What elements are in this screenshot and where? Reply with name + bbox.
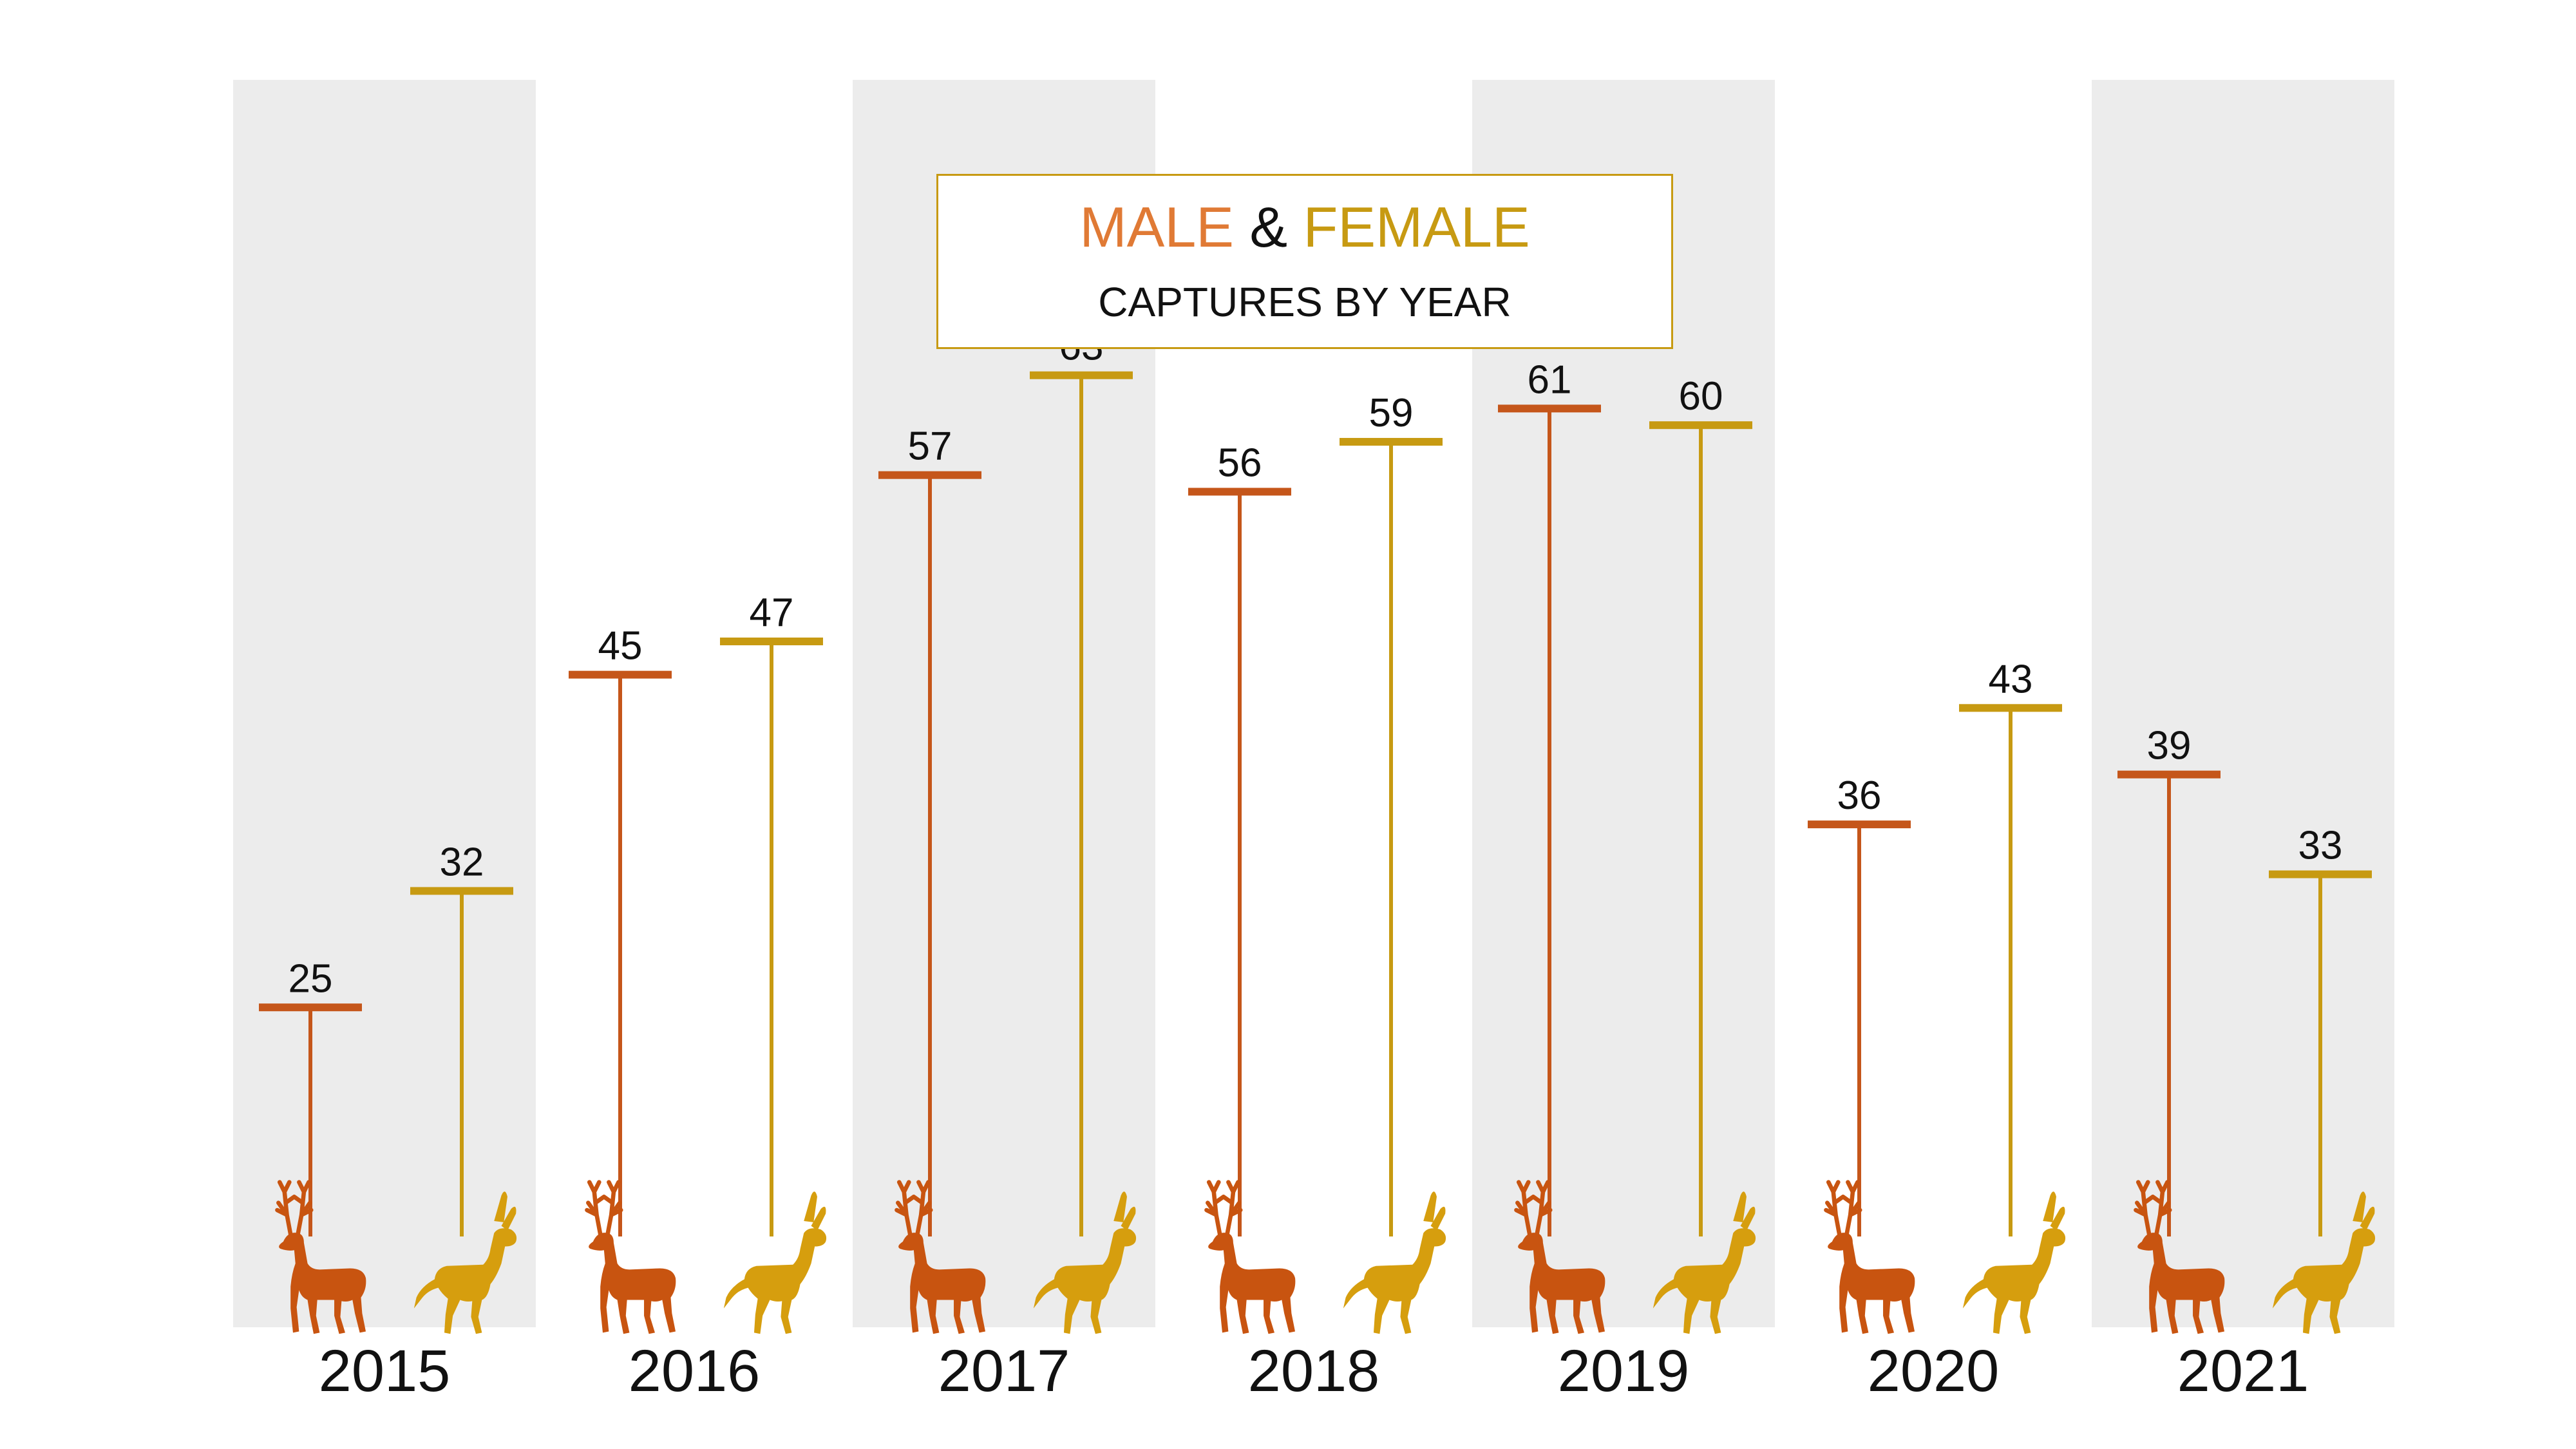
doe-icon-2020	[1962, 1191, 2066, 1334]
year-label-2017: 2017	[938, 1338, 1070, 1404]
year-label-2018: 2018	[1248, 1338, 1380, 1404]
cap-female-2020	[1959, 704, 2062, 712]
value-label-male-2020: 36	[1837, 773, 1882, 818]
chart-title: MALE & FEMALE	[938, 195, 1671, 260]
cap-male-2017	[878, 471, 981, 479]
stag-icon-2018	[1206, 1182, 1295, 1334]
title-box: MALE & FEMALE CAPTURES BY YEAR	[936, 174, 1673, 349]
band-2021	[2092, 80, 2394, 1327]
year-label-2016: 2016	[629, 1338, 761, 1404]
value-label-male-2018: 56	[1218, 441, 1262, 486]
year-label-2020: 2020	[1868, 1338, 2000, 1404]
value-label-female-2021: 33	[2298, 824, 2343, 868]
value-label-female-2015: 32	[440, 840, 484, 884]
stag-icon-2016	[587, 1182, 676, 1334]
cap-female-2019	[1649, 421, 1752, 430]
doe-icon-2018	[1343, 1191, 1446, 1334]
year-label-2015: 2015	[319, 1338, 451, 1404]
value-label-male-2016: 45	[598, 624, 643, 668]
cap-male-2018	[1188, 488, 1291, 496]
chart-subtitle: CAPTURES BY YEAR	[1098, 279, 1511, 325]
data-labels: 2532454757635659616036433933	[289, 325, 2343, 1001]
value-label-female-2016: 47	[750, 591, 794, 635]
doe-icon-2016	[723, 1191, 827, 1334]
cap-male-2021	[2117, 770, 2221, 779]
band-2015	[233, 80, 536, 1327]
cap-male-2016	[569, 670, 672, 679]
stag-icon-2020	[1826, 1182, 1915, 1334]
year-labels: 2015 2016 2017 2018 2019 2020 2021	[319, 1338, 2309, 1404]
deer-icons	[277, 1182, 2376, 1334]
value-label-female-2019: 60	[1679, 374, 1723, 419]
cap-male-2020	[1808, 820, 1911, 829]
cap-male-2019	[1498, 404, 1601, 413]
year-label-2021: 2021	[2177, 1338, 2309, 1404]
cap-female-2017	[1030, 371, 1133, 379]
cap-female-2015	[410, 887, 513, 895]
value-label-male-2019: 61	[1528, 357, 1572, 402]
cap-male-2015	[259, 1003, 362, 1012]
title-female-word: FEMALE	[1303, 195, 1530, 259]
stems	[308, 375, 2322, 1236]
value-label-male-2021: 39	[2147, 724, 2192, 768]
cap-female-2021	[2269, 870, 2372, 878]
value-label-female-2020: 43	[1989, 657, 2033, 701]
value-label-male-2017: 57	[908, 424, 952, 469]
value-caps	[259, 371, 2372, 1012]
cap-female-2018	[1340, 438, 1443, 446]
cap-female-2016	[720, 637, 823, 645]
title-ampersand: &	[1249, 195, 1288, 259]
year-label-2019: 2019	[1558, 1338, 1690, 1404]
title-male-word: MALE	[1079, 195, 1234, 259]
value-label-male-2015: 25	[289, 956, 333, 1001]
value-label-female-2018: 59	[1369, 391, 1414, 435]
